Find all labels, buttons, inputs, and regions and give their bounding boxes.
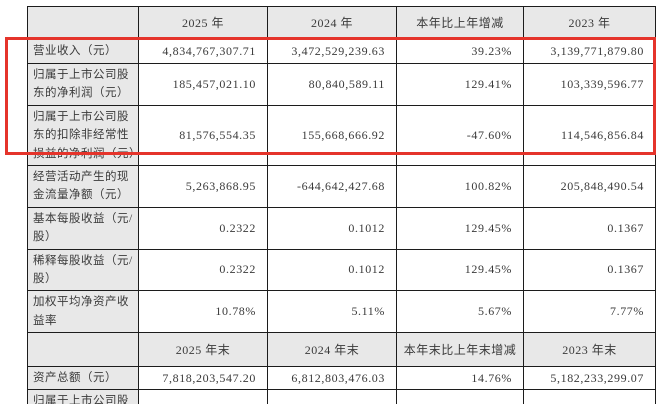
row-label: 资产总额（元） <box>27 366 139 391</box>
cell-2025: 0.2322 <box>138 206 268 250</box>
cell-yoy: -47.60% <box>396 104 524 166</box>
cell-2025-end: 7,818,203,547.20 <box>138 366 268 391</box>
header-row-year-end: 2025 年末 2024 年末 本年末比上年末增减 2023 年末 <box>27 332 656 368</box>
row-label: 稀释每股收益（元/股） <box>27 248 139 292</box>
header-blank-cell <box>27 332 139 368</box>
table-row-total-assets: 资产总额（元） 7,818,203,547.20 6,812,803,476.0… <box>27 366 656 391</box>
table-row-revenue: 营业收入（元） 4,834,767,307.71 3,472,529,239.6… <box>27 38 656 64</box>
row-label: 归属于上市公司股东的净利润（元） <box>27 63 139 106</box>
header-2023-end: 2023 年末 <box>523 332 656 368</box>
row-label: 归属于上市公司股东的净资产（元） <box>27 389 139 404</box>
cell-2025: 185,457,021.10 <box>138 63 268 106</box>
cell-yoy: 129.45% <box>396 248 524 292</box>
cell-2025-end: 1,816,862,725.26 <box>138 389 268 404</box>
header-2024-end: 2024 年末 <box>267 332 397 368</box>
cell-2023: 205,848,490.54 <box>523 164 656 208</box>
table-row-basic-eps: 基本每股收益（元/股） 0.2322 0.1012 129.45% 0.1367 <box>27 206 656 250</box>
cell-2024: 0.1012 <box>267 206 397 250</box>
cell-yoy-end: 14.76% <box>396 366 524 391</box>
table-row-diluted-eps: 稀释每股收益（元/股） 0.2322 0.1012 129.45% 0.1367 <box>27 248 656 292</box>
cell-2023: 7.77% <box>523 290 656 334</box>
cell-yoy: 129.41% <box>396 63 524 106</box>
row-label: 归属于上市公司股东的扣除非经常性损益的净利润（元） <box>27 104 139 166</box>
table-row-net-profit-excl-nonrecurring: 归属于上市公司股东的扣除非经常性损益的净利润（元） 81,576,554.35 … <box>27 104 656 166</box>
financial-summary-table: 2025 年 2024 年 本年比上年增减 2023 年 营业收入（元） 4,8… <box>27 6 656 404</box>
cell-2023: 3,139,771,879.80 <box>523 38 656 64</box>
cell-2023: 103,339,596.77 <box>523 63 656 106</box>
cell-2024-end: 1,624,810,314.73 <box>267 389 397 404</box>
table-row-operating-cash-flow: 经营活动产生的现金流量净额（元） 5,263,868.95 -644,642,4… <box>27 164 656 208</box>
row-label: 营业收入（元） <box>27 38 139 64</box>
cell-2024: 3,472,529,239.63 <box>267 38 397 64</box>
row-label: 经营活动产生的现金流量净额（元） <box>27 164 139 208</box>
cell-yoy: 39.23% <box>396 38 524 64</box>
cell-2025: 0.2322 <box>138 248 268 292</box>
cell-2023: 0.1367 <box>523 248 656 292</box>
cell-2024: 0.1012 <box>267 248 397 292</box>
cell-2025: 81,576,554.35 <box>138 104 268 166</box>
cell-yoy: 5.67% <box>396 290 524 334</box>
cell-2025: 4,834,767,307.71 <box>138 38 268 64</box>
header-2023: 2023 年 <box>523 6 656 39</box>
cell-2023-end: 5,182,233,299.07 <box>523 366 656 391</box>
row-label: 基本每股收益（元/股） <box>27 206 139 250</box>
cell-2024: 155,668,666.92 <box>267 104 397 166</box>
header-yoy-end-change: 本年末比上年末增减 <box>396 332 524 368</box>
table-row-net-profit: 归属于上市公司股东的净利润（元） 185,457,021.10 80,840,5… <box>27 63 656 106</box>
header-yoy-change: 本年比上年增减 <box>396 6 524 39</box>
header-row-annual: 2025 年 2024 年 本年比上年增减 2023 年 <box>27 6 656 39</box>
cell-2023-end: 1,537,138,632.74 <box>523 389 656 404</box>
cell-yoy: 129.45% <box>396 206 524 250</box>
cell-2024: 80,840,589.11 <box>267 63 397 106</box>
cell-2024: -644,642,427.68 <box>267 164 397 208</box>
cell-2024: 5.11% <box>267 290 397 334</box>
cell-2025: 5,263,868.95 <box>138 164 268 208</box>
cell-yoy: 100.82% <box>396 164 524 208</box>
header-2025-end: 2025 年末 <box>138 332 268 368</box>
cell-2023: 114,546,856.84 <box>523 104 656 166</box>
header-2025: 2025 年 <box>138 6 268 39</box>
cell-yoy-end: 11.82% <box>396 389 524 404</box>
row-label: 加权平均净资产收益率 <box>27 290 139 334</box>
table-row-net-assets: 归属于上市公司股东的净资产（元） 1,816,862,725.26 1,624,… <box>27 389 656 404</box>
table-row-weighted-avg-roe: 加权平均净资产收益率 10.78% 5.11% 5.67% 7.77% <box>27 290 656 334</box>
cell-2024-end: 6,812,803,476.03 <box>267 366 397 391</box>
cell-2025: 10.78% <box>138 290 268 334</box>
header-2024: 2024 年 <box>267 6 397 39</box>
cell-2023: 0.1367 <box>523 206 656 250</box>
header-blank-cell <box>27 6 139 39</box>
